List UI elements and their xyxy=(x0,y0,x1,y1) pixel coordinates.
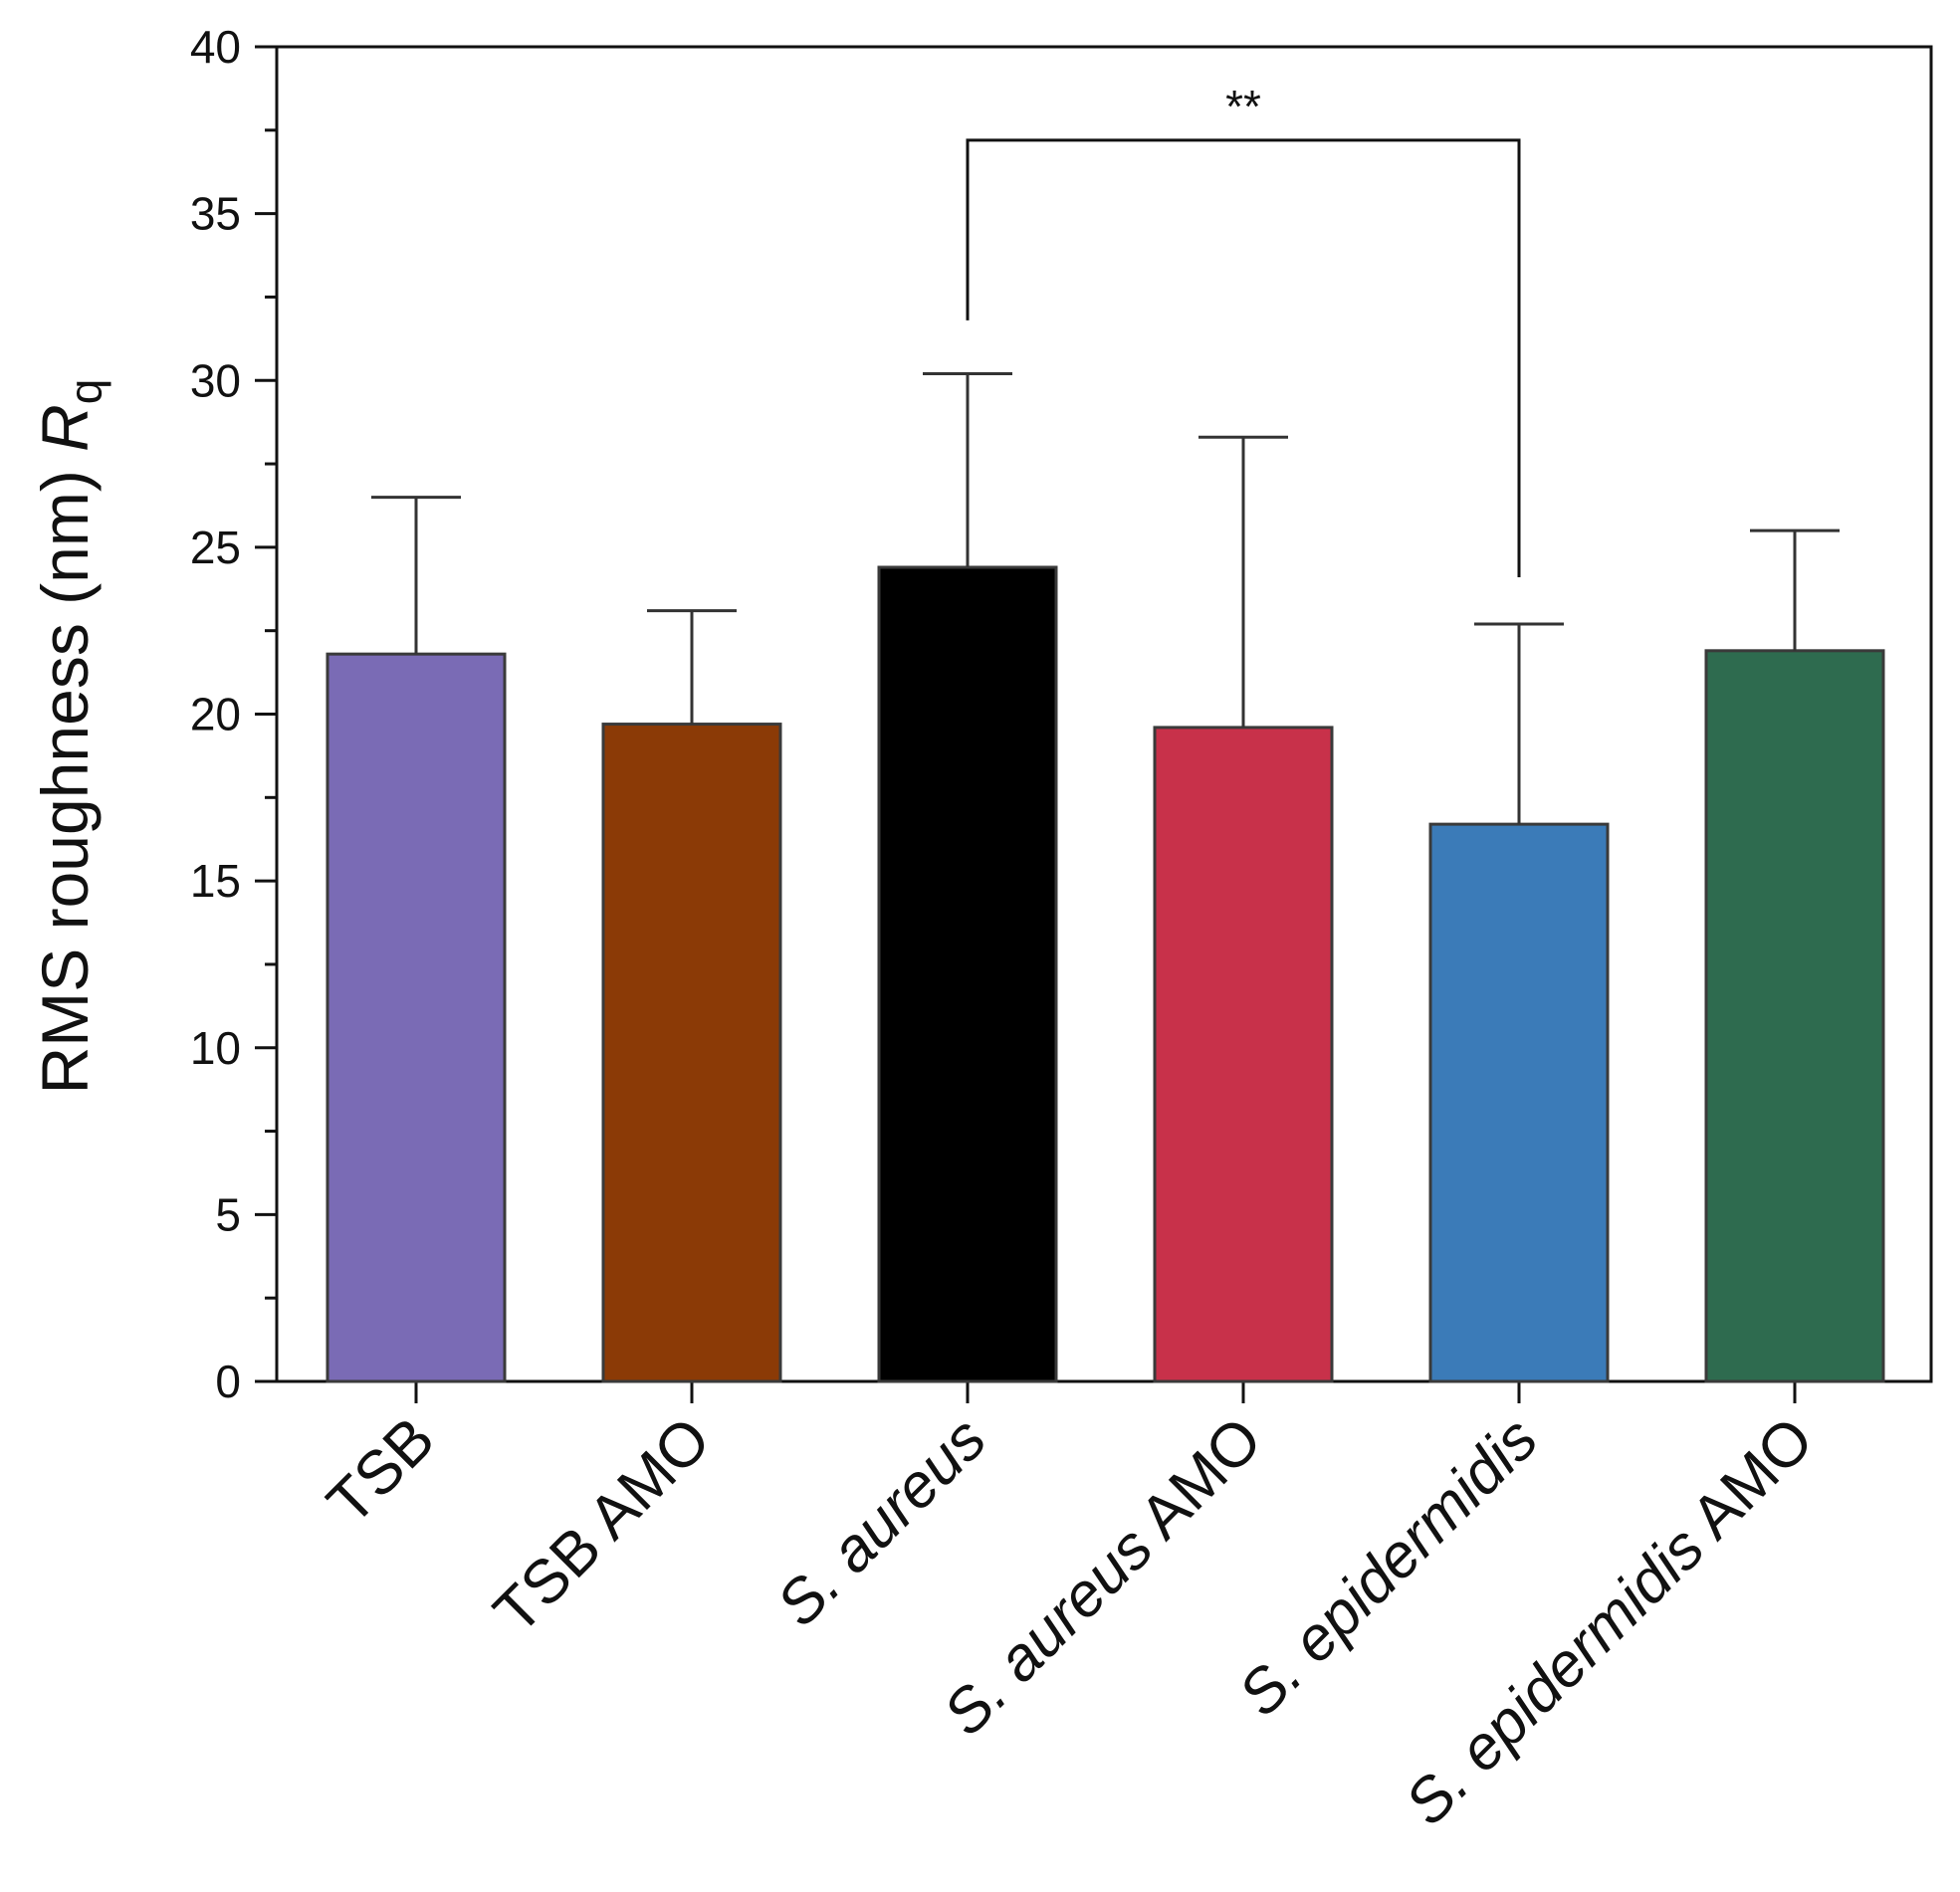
chart-error-bars xyxy=(371,372,1840,825)
y-tick-label: 0 xyxy=(215,1356,241,1407)
y-axis-title: RMS roughness (nm) Rq xyxy=(28,379,111,1095)
y-tick-label: 10 xyxy=(190,1022,241,1074)
y-tick-label: 20 xyxy=(190,689,241,740)
x-category-label: TSB xyxy=(315,1404,448,1538)
y-tick-label: 30 xyxy=(190,354,241,406)
x-category-label: TSB AMO xyxy=(481,1404,724,1647)
y-tick-label: 40 xyxy=(190,21,241,73)
bar xyxy=(877,565,1058,1383)
bar xyxy=(1704,649,1885,1383)
plot-frame xyxy=(275,45,1933,1383)
chart-bars xyxy=(326,565,1885,1383)
significance-bracket xyxy=(966,138,1521,578)
bar xyxy=(1428,822,1610,1383)
y-tick-label: 15 xyxy=(190,855,241,907)
significance-annotation: ** xyxy=(966,81,1521,578)
bar xyxy=(601,723,782,1383)
x-category-label: S. aureus xyxy=(763,1404,998,1639)
y-tick-label: 5 xyxy=(215,1188,241,1240)
bar xyxy=(326,652,507,1383)
bar xyxy=(1153,726,1334,1383)
chart-axes xyxy=(255,45,1933,1403)
y-tick-label: 35 xyxy=(190,188,241,240)
significance-label: ** xyxy=(1225,81,1261,132)
y-tick-label: 25 xyxy=(190,522,241,573)
